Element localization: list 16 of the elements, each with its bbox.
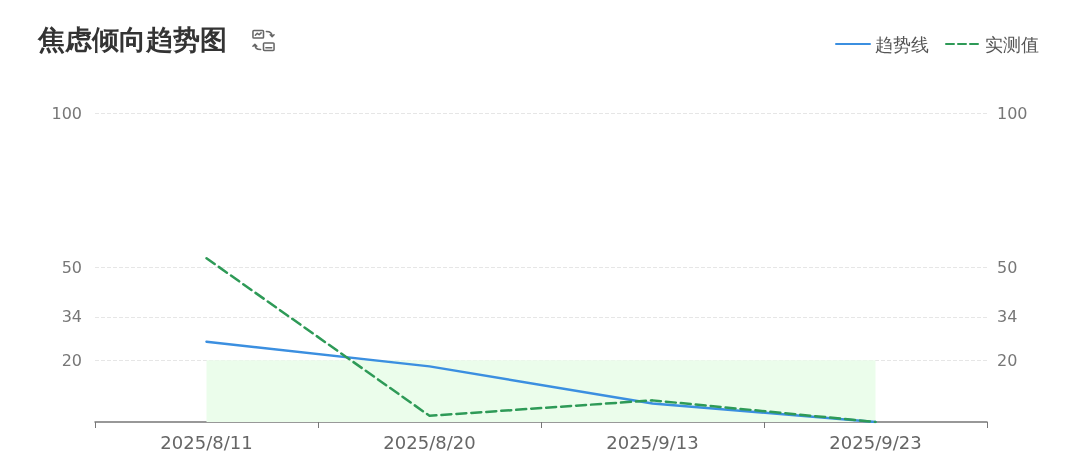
x-tick-label: 2025/9/13 [606,431,699,453]
y2-tick-label: 100 [997,103,1028,123]
line-series [205,256,877,424]
legend-label: 趋势线 [875,33,929,55]
y2-tick-label: 20 [997,350,1018,370]
x-tick-label: 2025/9/23 [829,431,922,453]
y-tick-label: 20 [61,350,82,370]
y-tick-label: 100 [51,103,82,123]
x-tick-label: 2025/8/11 [160,431,253,453]
legend-label: 实测值 [985,33,1039,55]
y-tick-label: 34 [61,307,82,327]
y2-tick-label: 50 [997,258,1018,277]
y-tick-label: 50 [61,258,82,277]
y2-tick-label: 34 [997,307,1018,327]
chart-title: 焦虑倾向趋势图 [37,24,227,55]
x-tick-label: 2025/8/20 [383,431,476,453]
